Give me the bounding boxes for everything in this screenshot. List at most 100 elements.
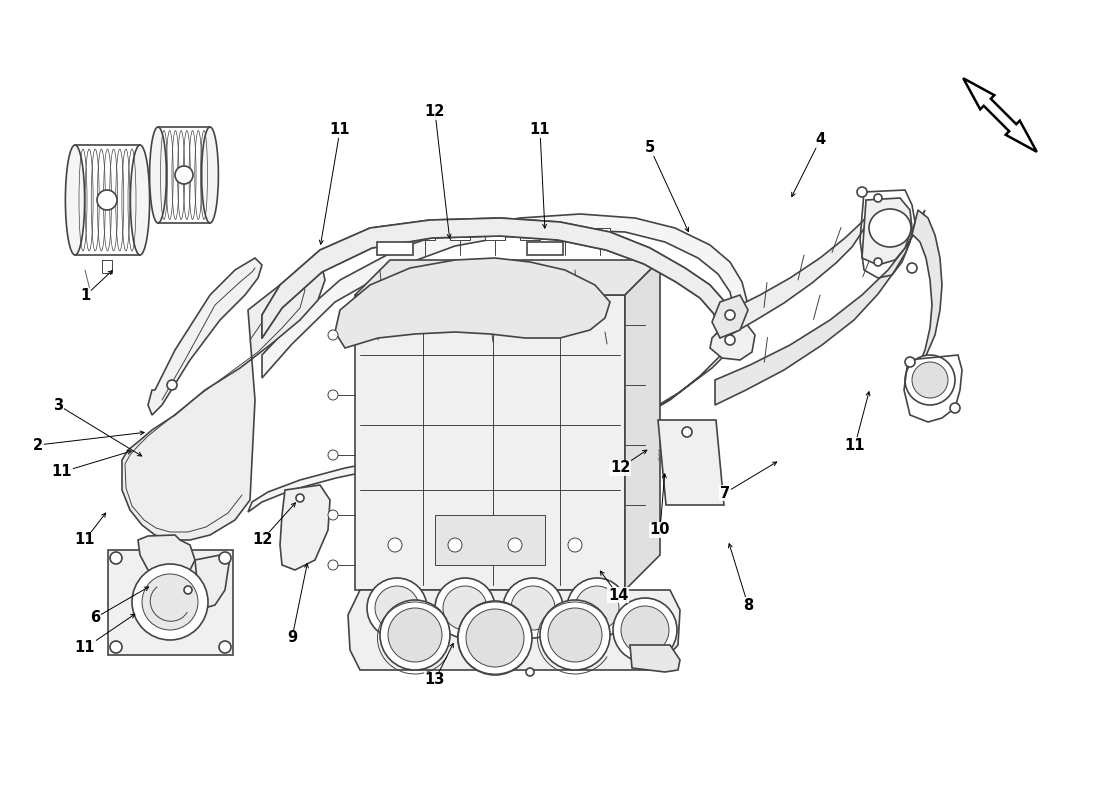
- Polygon shape: [108, 550, 233, 655]
- Circle shape: [184, 586, 192, 594]
- Ellipse shape: [65, 145, 85, 255]
- Polygon shape: [862, 198, 912, 265]
- Circle shape: [874, 194, 882, 202]
- Text: 14: 14: [608, 587, 628, 602]
- Circle shape: [367, 578, 427, 638]
- Circle shape: [388, 538, 401, 552]
- Circle shape: [857, 187, 867, 197]
- Polygon shape: [430, 595, 500, 605]
- Text: 3: 3: [53, 398, 63, 413]
- Ellipse shape: [150, 127, 166, 223]
- Polygon shape: [122, 258, 324, 540]
- Text: 13: 13: [425, 673, 446, 687]
- Text: 11: 11: [52, 465, 73, 479]
- Circle shape: [328, 390, 338, 400]
- Polygon shape: [964, 78, 1037, 152]
- Circle shape: [132, 564, 208, 640]
- Polygon shape: [415, 228, 434, 240]
- Polygon shape: [520, 228, 540, 240]
- Polygon shape: [710, 320, 755, 360]
- Text: 11: 11: [845, 438, 866, 453]
- Circle shape: [905, 357, 915, 367]
- Text: 6: 6: [90, 610, 100, 626]
- Circle shape: [613, 598, 676, 662]
- Ellipse shape: [131, 145, 150, 255]
- Circle shape: [448, 538, 462, 552]
- Circle shape: [682, 427, 692, 437]
- Circle shape: [526, 668, 534, 676]
- Polygon shape: [715, 210, 925, 405]
- Polygon shape: [348, 590, 680, 670]
- Circle shape: [328, 510, 338, 520]
- Polygon shape: [730, 200, 878, 335]
- Circle shape: [110, 641, 122, 653]
- Polygon shape: [625, 260, 660, 590]
- Circle shape: [296, 494, 304, 502]
- Circle shape: [175, 166, 192, 184]
- Polygon shape: [148, 258, 262, 415]
- Polygon shape: [262, 218, 730, 346]
- Polygon shape: [450, 228, 470, 240]
- Polygon shape: [630, 645, 680, 672]
- Polygon shape: [355, 295, 625, 590]
- Circle shape: [328, 560, 338, 570]
- Polygon shape: [377, 242, 412, 255]
- Ellipse shape: [905, 355, 955, 405]
- Circle shape: [725, 310, 735, 320]
- Text: 12: 12: [252, 533, 272, 547]
- Polygon shape: [562, 595, 632, 605]
- Polygon shape: [906, 210, 942, 385]
- Polygon shape: [195, 555, 230, 608]
- Polygon shape: [138, 535, 195, 580]
- Polygon shape: [248, 214, 748, 512]
- Polygon shape: [280, 485, 330, 570]
- Ellipse shape: [869, 209, 911, 247]
- Text: 10: 10: [650, 522, 670, 538]
- Text: 11: 11: [75, 533, 96, 547]
- Text: 9: 9: [287, 630, 297, 646]
- Polygon shape: [485, 228, 505, 240]
- Circle shape: [110, 552, 122, 564]
- Circle shape: [512, 586, 556, 630]
- Circle shape: [548, 608, 602, 662]
- Text: 12: 12: [609, 461, 630, 475]
- Text: 5: 5: [645, 141, 656, 155]
- Polygon shape: [362, 595, 432, 605]
- Circle shape: [375, 586, 419, 630]
- Circle shape: [458, 601, 532, 675]
- Circle shape: [328, 330, 338, 340]
- Circle shape: [508, 538, 522, 552]
- Text: 4: 4: [815, 133, 825, 147]
- Text: 1: 1: [80, 289, 90, 303]
- Circle shape: [575, 586, 619, 630]
- Circle shape: [167, 380, 177, 390]
- Circle shape: [566, 578, 627, 638]
- Polygon shape: [590, 228, 610, 240]
- Polygon shape: [379, 228, 400, 240]
- Circle shape: [621, 606, 669, 654]
- Polygon shape: [527, 242, 563, 255]
- Polygon shape: [434, 515, 544, 565]
- Text: 8: 8: [742, 598, 754, 613]
- Circle shape: [97, 190, 117, 210]
- Text: 7: 7: [719, 486, 730, 501]
- Text: 11: 11: [530, 122, 550, 138]
- Text: 11: 11: [330, 122, 350, 138]
- Circle shape: [503, 578, 563, 638]
- Circle shape: [388, 608, 442, 662]
- Circle shape: [466, 609, 524, 667]
- Polygon shape: [712, 295, 748, 338]
- Text: 11: 11: [75, 641, 96, 655]
- Polygon shape: [556, 228, 575, 240]
- Circle shape: [725, 335, 735, 345]
- Circle shape: [379, 600, 450, 670]
- Circle shape: [950, 403, 960, 413]
- Circle shape: [328, 450, 338, 460]
- Circle shape: [874, 258, 882, 266]
- Circle shape: [219, 641, 231, 653]
- Polygon shape: [355, 260, 660, 295]
- Text: 2: 2: [33, 438, 43, 453]
- Polygon shape: [498, 595, 568, 605]
- Circle shape: [540, 600, 611, 670]
- Polygon shape: [336, 258, 610, 348]
